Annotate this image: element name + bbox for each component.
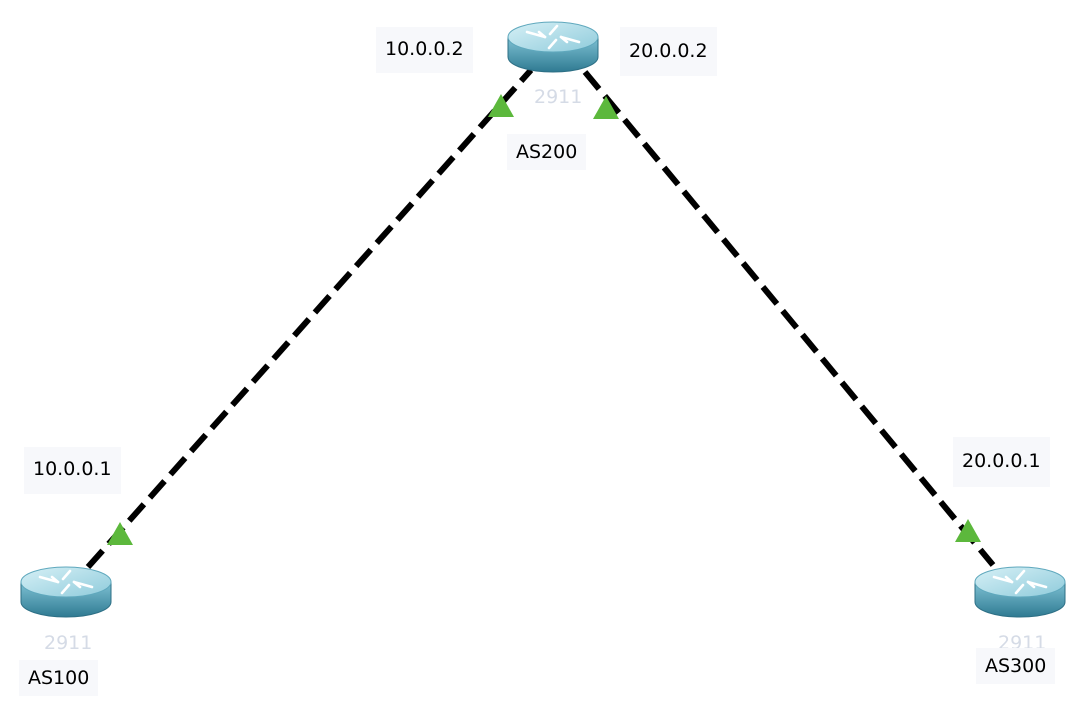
- router-icon[interactable]: [506, 20, 600, 74]
- ip-label[interactable]: 20.0.0.1: [953, 437, 1050, 487]
- router-icon[interactable]: [973, 565, 1067, 619]
- link-as100-as200[interactable]: [85, 68, 534, 569]
- port-up-icon: [488, 94, 514, 117]
- port-up-icon: [955, 519, 981, 542]
- link-as200-as300[interactable]: [582, 70, 996, 567]
- ip-label[interactable]: 10.0.0.2: [376, 27, 473, 73]
- device-model-label: 2911: [44, 632, 93, 654]
- device-name-label[interactable]: AS100: [19, 660, 99, 696]
- ip-label[interactable]: 20.0.0.2: [620, 27, 717, 76]
- device-name-label[interactable]: AS300: [976, 648, 1056, 684]
- device-model-label: 2911: [534, 86, 583, 108]
- router-icon[interactable]: [19, 565, 113, 619]
- ip-label[interactable]: 10.0.0.1: [24, 447, 121, 494]
- port-up-icon: [593, 96, 619, 119]
- device-name-label[interactable]: AS200: [507, 134, 587, 170]
- port-up-icon: [107, 522, 133, 545]
